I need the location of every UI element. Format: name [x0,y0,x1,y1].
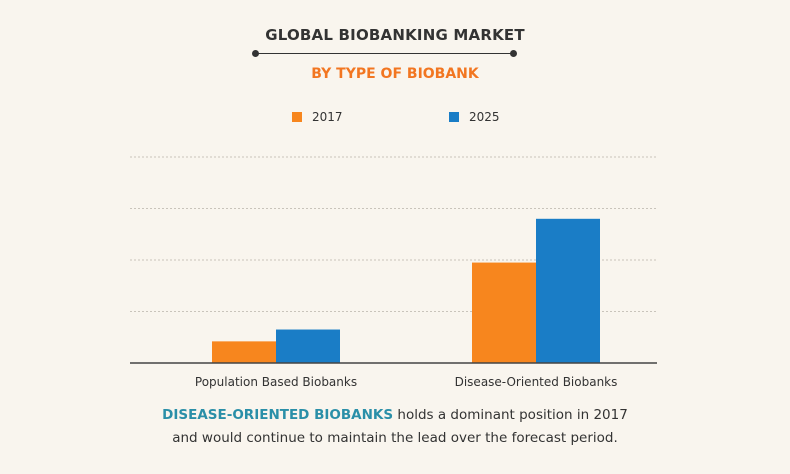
caption-line-1: DISEASE-ORIENTED BIOBANKS holds a domina… [0,404,790,427]
title-underline-right-dot [510,50,517,57]
bar-chart: Population Based Biobanks Disease-Oriente… [130,156,657,389]
caption-highlight: DISEASE-ORIENTED BIOBANKS [162,407,394,423]
chart-title: GLOBAL BIOBANKING MARKET [265,26,525,44]
legend-label-2025: 2025 [469,110,500,124]
bar-2025-disease-oriented-biobanks [536,218,600,363]
chart-subtitle: BY TYPE OF BIOBANK [311,66,479,82]
bar-2025-population-based-biobanks [276,329,340,363]
title-underline [255,53,513,54]
legend-swatch-2017 [292,112,302,122]
legend: 2017 2025 [0,110,790,126]
legend-item-2025: 2025 [449,110,500,124]
x-category-label: Disease-Oriented Biobanks [455,375,618,389]
bar-2017-population-based-biobanks [212,341,276,363]
legend-item-2017: 2017 [292,110,343,124]
legend-label-2017: 2017 [312,110,343,124]
caption: DISEASE-ORIENTED BIOBANKS holds a domina… [0,404,790,450]
bar-2017-disease-oriented-biobanks [472,262,536,363]
title-underline-left-dot [252,50,259,57]
x-category-label: Population Based Biobanks [195,375,357,389]
caption-line-1-rest: holds a dominant position in 2017 [393,407,628,423]
legend-swatch-2025 [449,112,459,122]
caption-line-2: and would continue to maintain the lead … [172,430,618,446]
